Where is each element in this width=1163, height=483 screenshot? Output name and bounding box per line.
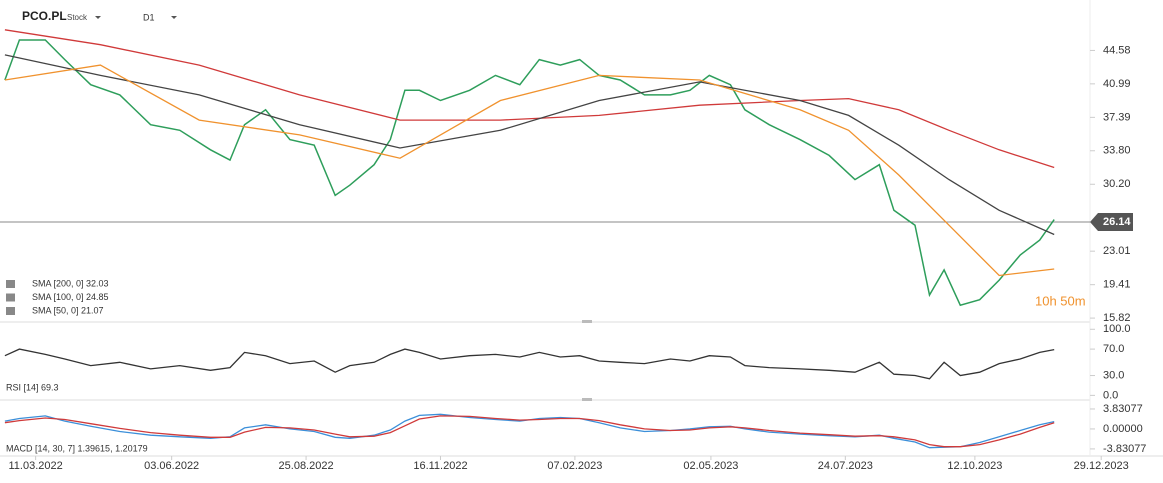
dropdown-arrow[interactable] (95, 16, 101, 19)
y-tick-label: 30.20 (1103, 178, 1131, 190)
x-tick-label: 29.12.2023 (1074, 460, 1129, 472)
series-line (4, 64, 1055, 277)
resize-handle[interactable] (582, 398, 592, 401)
y-tick-label: 70.0 (1103, 343, 1124, 355)
series-line (4, 348, 1055, 380)
candle-countdown: 10h 50m (1035, 293, 1086, 308)
y-tick-label: 30.0 (1103, 369, 1124, 381)
x-tick-label: 11.03.2022 (9, 460, 63, 472)
x-tick-label: 24.07.2023 (818, 460, 873, 472)
y-tick-label: 33.80 (1103, 145, 1131, 157)
series-line (4, 413, 1055, 449)
x-tick-label: 02.05.2023 (683, 460, 738, 472)
x-tick-label: 03.06.2022 (144, 460, 199, 472)
legend-icon (6, 307, 15, 315)
series-line (4, 29, 1055, 169)
x-tick-label: 07.02.2023 (547, 460, 602, 472)
price-tag (1090, 213, 1133, 232)
y-tick-label: 23.01 (1103, 245, 1131, 257)
y-tick-label: 37.39 (1103, 111, 1131, 123)
price-tag-label: 26.14 (1103, 216, 1131, 228)
legend-icon (6, 280, 15, 288)
y-tick-label: 3.83077 (1103, 403, 1143, 415)
legend-icon (6, 293, 15, 302)
timeframe[interactable]: D1 (143, 12, 155, 22)
legend-label: SMA [100, 0] 24.85 (32, 292, 109, 302)
x-tick-label: 16.11.2022 (413, 460, 467, 472)
y-tick-label: -3.83077 (1103, 443, 1146, 455)
y-tick-label: 40.99 (1103, 78, 1131, 90)
dropdown-arrow[interactable] (171, 16, 177, 19)
y-tick-label: 0.0 (1103, 389, 1118, 401)
x-tick-label: 25.08.2022 (279, 460, 334, 472)
indicator-label: MACD [14, 30, 7] 1.39615, 1.20179 (6, 443, 148, 453)
instrument-type: Stock (67, 13, 88, 22)
series-line (4, 415, 1055, 448)
indicator-label: RSI [14] 69.3 (6, 382, 59, 392)
series-line (4, 54, 1055, 236)
y-tick-label: 100.0 (1103, 323, 1131, 335)
legend-label: SMA [200, 0] 32.03 (32, 278, 109, 288)
legend-label: SMA [50, 0] 21.07 (32, 305, 104, 315)
y-tick-label: 15.82 (1103, 312, 1131, 324)
x-tick-label: 12.10.2023 (947, 460, 1002, 472)
y-tick-label: 19.41 (1103, 279, 1131, 291)
y-tick-label: 44.58 (1103, 44, 1131, 56)
series-line (4, 39, 1055, 307)
symbol[interactable]: PCO.PL (22, 9, 67, 23)
y-tick-label: 0.00000 (1103, 423, 1143, 435)
resize-handle[interactable] (582, 320, 592, 323)
